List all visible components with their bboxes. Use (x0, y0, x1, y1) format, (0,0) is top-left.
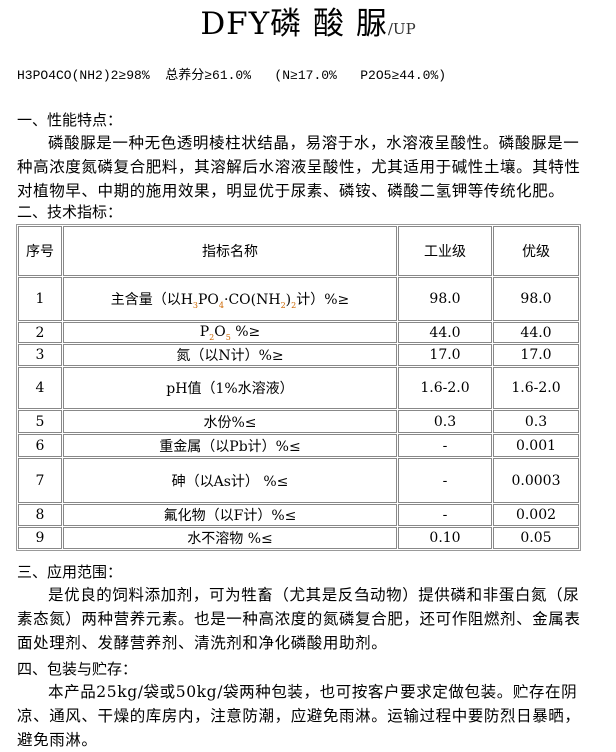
title-main: DFY磷 酸 脲 (200, 6, 388, 42)
indicator-name: 主含量（以H3PO4·CO(NH2)2计）%≥ (63, 277, 397, 321)
name-part: O (214, 323, 226, 340)
page-title: DFY磷 酸 脲/UP (0, 2, 616, 51)
row-number: 7 (18, 458, 62, 503)
table-row: 2 P2O5 %≥ 44.0 44.0 (18, 322, 579, 343)
header-name: 指标名称 (63, 226, 397, 276)
superior-grade-value: 17.0 (493, 344, 579, 366)
name-part: 氮（以N计）%≥ (176, 348, 284, 364)
header-no: 序号 (18, 226, 62, 276)
name-part: P (199, 323, 210, 340)
industrial-grade-value: 0.10 (398, 527, 492, 549)
industrial-grade-value: 44.0 (398, 322, 492, 343)
table-row: 7 砷（以As计） %≤ -0.0003 (18, 458, 579, 503)
name-part: 砷（以As计） %≤ (171, 473, 289, 490)
row-number: 9 (18, 527, 62, 549)
name-part: PO (198, 291, 219, 308)
name-part: %≥ (230, 323, 261, 340)
superior-grade-value: 0.001 (493, 434, 579, 457)
spec-table: 序号 指标名称 工业级 优级 1 主含量（以H3PO4·CO(NH2)2计）%≥ 98.0… (16, 224, 581, 551)
table-row: 8 氟化物（以F计）%≤ -0.002 (18, 504, 579, 526)
superior-grade-value: 98.0 (493, 277, 579, 321)
name-part: 计）%≥ (296, 291, 350, 308)
name-part: 5 (225, 332, 231, 342)
industrial-grade-value: - (398, 458, 492, 503)
heading-features: 一、性能特点： (17, 111, 123, 129)
table-row: 1 主含量（以H3PO4·CO(NH2)2计）%≥ 98.0 98.0 (18, 277, 579, 321)
superior-grade-value: 44.0 (493, 322, 579, 343)
row-number: 4 (18, 367, 62, 409)
superior-grade-value: 0.3 (493, 410, 579, 433)
table-row: 3 氮（以N计）%≥ 17.0 17.0 (18, 344, 579, 366)
name-part: pH值（1%水溶液） (166, 381, 294, 397)
indicator-name: pH值（1%水溶液） (63, 367, 397, 409)
indicator-name: P2O5 %≥ (63, 322, 397, 343)
row-number: 5 (18, 410, 62, 433)
industrial-grade-value: 1.6-2.0 (398, 367, 492, 409)
table-row: 4 pH值（1%水溶液） 1.6-2.0 1.6-2.0 (18, 367, 579, 409)
industrial-grade-value: - (398, 504, 492, 526)
table-row: 9 水不溶物 %≤ 0.10 0.05 (18, 527, 579, 549)
row-number: 3 (18, 344, 62, 366)
paragraph-features: 磷酸脲是一种无色透明棱柱状结晶，易溶于水，水溶液呈酸性。磷酸脲是一种高浓度氮磷复… (17, 134, 581, 200)
table-row: 6 重金属（以Pb计）%≤ -0.001 (18, 434, 579, 457)
header-industrial: 工业级 (398, 226, 492, 276)
indicator-name: 水份%≤ (63, 410, 397, 433)
indicator-name: 氮（以N计）%≥ (63, 344, 397, 366)
name-part: 2 (209, 332, 215, 342)
name-part: 2 (280, 300, 286, 310)
heading-specs: 二、技术指标： (17, 203, 123, 221)
name-part: 主含量（以H (110, 291, 193, 308)
row-number: 6 (18, 434, 62, 457)
industrial-grade-value: 17.0 (398, 344, 492, 366)
title-sub: /UP (387, 20, 416, 38)
indicator-name: 重金属（以Pb计）%≤ (63, 434, 397, 457)
paragraph-packaging: 本产品25kg/袋或50kg/袋两种包装，也可按客户要求定做包装。贮存在阴凉、通… (17, 683, 581, 749)
header-superior: 优级 (493, 226, 579, 276)
indicator-name: 氟化物（以F计）%≤ (63, 504, 397, 526)
industrial-grade-value: 98.0 (398, 277, 492, 321)
table-row: 5 水份%≤ 0.3 0.3 (18, 410, 579, 433)
indicator-name: 砷（以As计） %≤ (63, 458, 397, 503)
name-part: 水份%≤ (203, 414, 257, 431)
heading-application: 三、应用范围： (17, 563, 123, 581)
name-part: 4 (218, 300, 225, 310)
row-number: 2 (18, 322, 62, 343)
industrial-grade-value: - (398, 434, 492, 457)
industrial-grade-value: 0.3 (398, 410, 492, 433)
row-number: 1 (18, 277, 62, 321)
formula-line: H3PO4CO(NH2)2≥98% 总养分≥61.0% (N≥17.0% P2O… (17, 68, 447, 83)
indicator-name: 水不溶物 %≤ (63, 527, 397, 549)
name-part: 氟化物（以F计）%≤ (163, 508, 297, 524)
name-part: 重金属（以Pb计）%≤ (159, 438, 301, 455)
paragraph-application: 是优良的饲料添加剂，可为牲畜（尤其是反刍动物）提供磷和非蛋白氮（尿素态氮）两种营… (17, 586, 581, 652)
name-part: 3 (192, 300, 199, 310)
superior-grade-value: 0.002 (493, 504, 579, 526)
row-number: 8 (18, 504, 62, 526)
superior-grade-value: 1.6-2.0 (493, 367, 579, 409)
name-part: 水不溶物 %≤ (187, 531, 273, 547)
name-part: ·CO(NH (224, 291, 281, 308)
heading-packaging: 四、包装与贮存： (17, 660, 138, 678)
superior-grade-value: 0.05 (493, 527, 579, 549)
name-part: 2 (291, 300, 297, 310)
superior-grade-value: 0.0003 (493, 458, 579, 503)
name-part: ) (285, 291, 292, 308)
